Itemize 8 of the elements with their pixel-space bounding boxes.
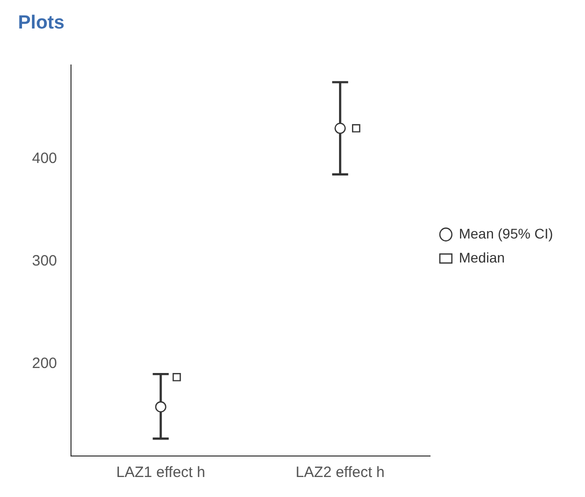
legend-label: Mean (95% CI) — [458, 225, 554, 242]
y-tick-label: 200 — [32, 354, 58, 372]
y-tick-label: 300 — [32, 252, 58, 270]
legend-label: Median — [458, 249, 505, 266]
chart-title: Plots — [18, 12, 64, 34]
x-tick-label: LAZ2 effect h — [296, 464, 385, 482]
y-tick-label: 400 — [32, 150, 58, 168]
x-tick-label: LAZ1 effect h — [116, 464, 206, 482]
